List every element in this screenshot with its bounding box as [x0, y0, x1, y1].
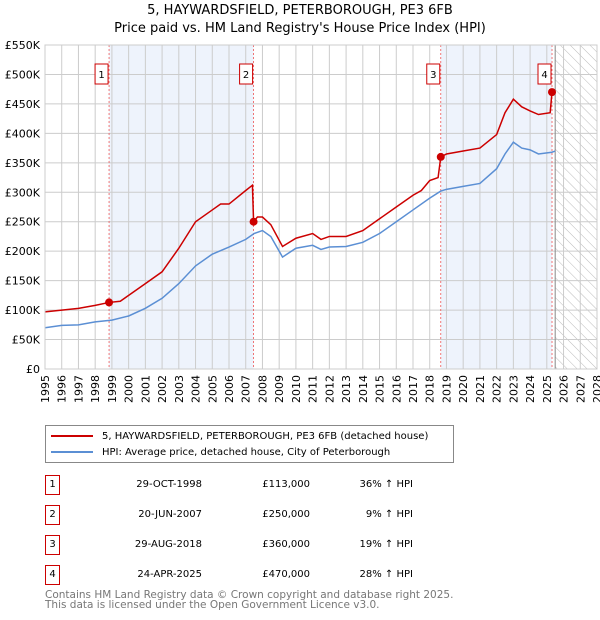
x-tick-label: 2026	[558, 375, 571, 403]
x-tick-label: 2009	[273, 375, 286, 403]
sale-date: 29-OCT-1998	[136, 479, 202, 490]
sale-number-badge: 4	[45, 565, 60, 585]
x-tick-label: 2002	[156, 375, 169, 403]
x-tick-label: 2016	[390, 375, 403, 403]
sale-number-badge: 2	[45, 505, 60, 525]
sale-hpi-change: 28% ↑ HPI	[359, 569, 413, 580]
x-tick-label: 1998	[89, 375, 102, 403]
y-tick-label: £550K	[5, 39, 41, 52]
x-tick-label: 2003	[173, 375, 186, 403]
x-tick-label: 1995	[39, 375, 52, 403]
y-tick-label: £450K	[5, 98, 41, 111]
legend-line-property	[51, 435, 93, 437]
y-tick-label: £100K	[5, 304, 41, 317]
y-tick-label: £50K	[12, 334, 41, 347]
y-tick-label: £200K	[5, 245, 41, 258]
x-tick-label: 2001	[139, 375, 152, 403]
sale-label: 2	[243, 70, 249, 81]
sale-hpi-change: 19% ↑ HPI	[359, 539, 413, 550]
sale-number-badge: 1	[45, 475, 60, 495]
sale-row: 2 20-JUN-2007 £250,000 9% ↑ HPI	[45, 505, 445, 525]
x-tick-label: 2014	[357, 375, 370, 403]
x-tick-label: 2012	[323, 375, 336, 403]
plot-border	[44, 44, 598, 370]
series-line	[44, 141, 556, 329]
x-tick-label: 2024	[524, 375, 537, 403]
sale-point	[548, 88, 557, 97]
sale-label: 4	[541, 70, 547, 81]
sale-date: 24-APR-2025	[137, 569, 202, 580]
sale-row: 3 29-AUG-2018 £360,000 19% ↑ HPI	[45, 535, 445, 555]
x-tick-label: 2027	[574, 375, 587, 403]
legend-line-hpi	[51, 451, 93, 453]
sale-hpi-change: 36% ↑ HPI	[359, 479, 413, 490]
forecast-hatch	[555, 45, 597, 369]
legend-label-property: 5, HAYWARDSFIELD, PETERBOROUGH, PE3 6FB …	[102, 430, 429, 442]
x-tick-label: 2013	[340, 375, 353, 403]
sale-label-box	[94, 63, 109, 85]
sale-price: £470,000	[262, 569, 310, 580]
x-tick-label: 2017	[407, 375, 420, 403]
sale-row: 1 29-OCT-1998 £113,000 36% ↑ HPI	[45, 475, 445, 495]
x-tick-label: 2004	[190, 375, 203, 403]
x-tick-label: 2015	[374, 375, 387, 403]
sale-number-badge: 3	[45, 535, 60, 555]
sale-date: 20-JUN-2007	[138, 509, 202, 520]
sale-label: 1	[98, 70, 104, 81]
x-tick-label: 2018	[424, 375, 437, 403]
sale-point	[105, 298, 114, 307]
x-tick-label: 2022	[491, 375, 504, 403]
x-tick-label: 2005	[206, 375, 219, 403]
sale-price: £113,000	[262, 479, 310, 490]
sale-label-box	[537, 63, 552, 85]
x-tick-label: 2007	[240, 375, 253, 403]
sale-price: £250,000	[262, 509, 310, 520]
y-tick-label: £500K	[5, 68, 41, 81]
x-tick-label: 1997	[72, 375, 85, 403]
legend: 5, HAYWARDSFIELD, PETERBOROUGH, PE3 6FB …	[45, 425, 454, 463]
footer: Contains HM Land Registry data © Crown c…	[45, 589, 454, 611]
sale-label-box	[239, 63, 254, 85]
x-tick-label: 2008	[256, 375, 269, 403]
x-tick-label: 2000	[123, 375, 136, 403]
y-tick-label: £350K	[5, 157, 41, 170]
x-tick-label: 2028	[591, 375, 600, 403]
sale-label-box	[426, 63, 441, 85]
y-tick-label: £400K	[5, 127, 41, 140]
x-tick-label: 2020	[457, 375, 470, 403]
sale-hpi-change: 9% ↑ HPI	[365, 509, 413, 520]
sale-label: 3	[430, 70, 436, 81]
plot-area: 1995 1996 1997 1998 1999 2000 2001 2002 2003 2004…	[5, 39, 600, 403]
x-tick-label: 2021	[474, 375, 487, 403]
sale-row: 4 24-APR-2025 £470,000 28% ↑ HPI	[45, 565, 445, 585]
x-tick-label: 2019	[440, 375, 453, 403]
x-tick-label: 1996	[56, 375, 69, 403]
x-tick-label: 2010	[290, 375, 303, 403]
x-tick-label: 2011	[307, 375, 320, 403]
y-tick-label: £150K	[5, 275, 41, 288]
footer-line-1: Contains HM Land Registry data © Crown c…	[45, 589, 454, 601]
x-tick-label: 2006	[223, 375, 236, 403]
chart-subtitle: Price paid vs. HM Land Registry's House …	[114, 21, 486, 36]
x-tick-label: 2023	[507, 375, 520, 403]
sale-date: 29-AUG-2018	[134, 539, 202, 550]
y-tick-label: £300K	[5, 186, 41, 199]
x-tick-label: 1999	[106, 375, 119, 403]
y-tick-label: £250K	[5, 216, 41, 229]
sale-price: £360,000	[262, 539, 310, 550]
chart-title: 5, HAYWARDSFIELD, PETERBOROUGH, PE3 6FB	[147, 3, 453, 18]
y-tick-label: £0	[26, 363, 40, 376]
legend-label-hpi: HPI: Average price, detached house, City…	[102, 446, 391, 458]
sale-period-shading	[109, 45, 254, 369]
footer-line-2: This data is licensed under the Open Gov…	[45, 599, 380, 611]
series-line	[44, 91, 554, 313]
sale-point	[436, 152, 445, 161]
sale-point	[249, 217, 258, 226]
x-tick-label: 2025	[541, 375, 554, 403]
